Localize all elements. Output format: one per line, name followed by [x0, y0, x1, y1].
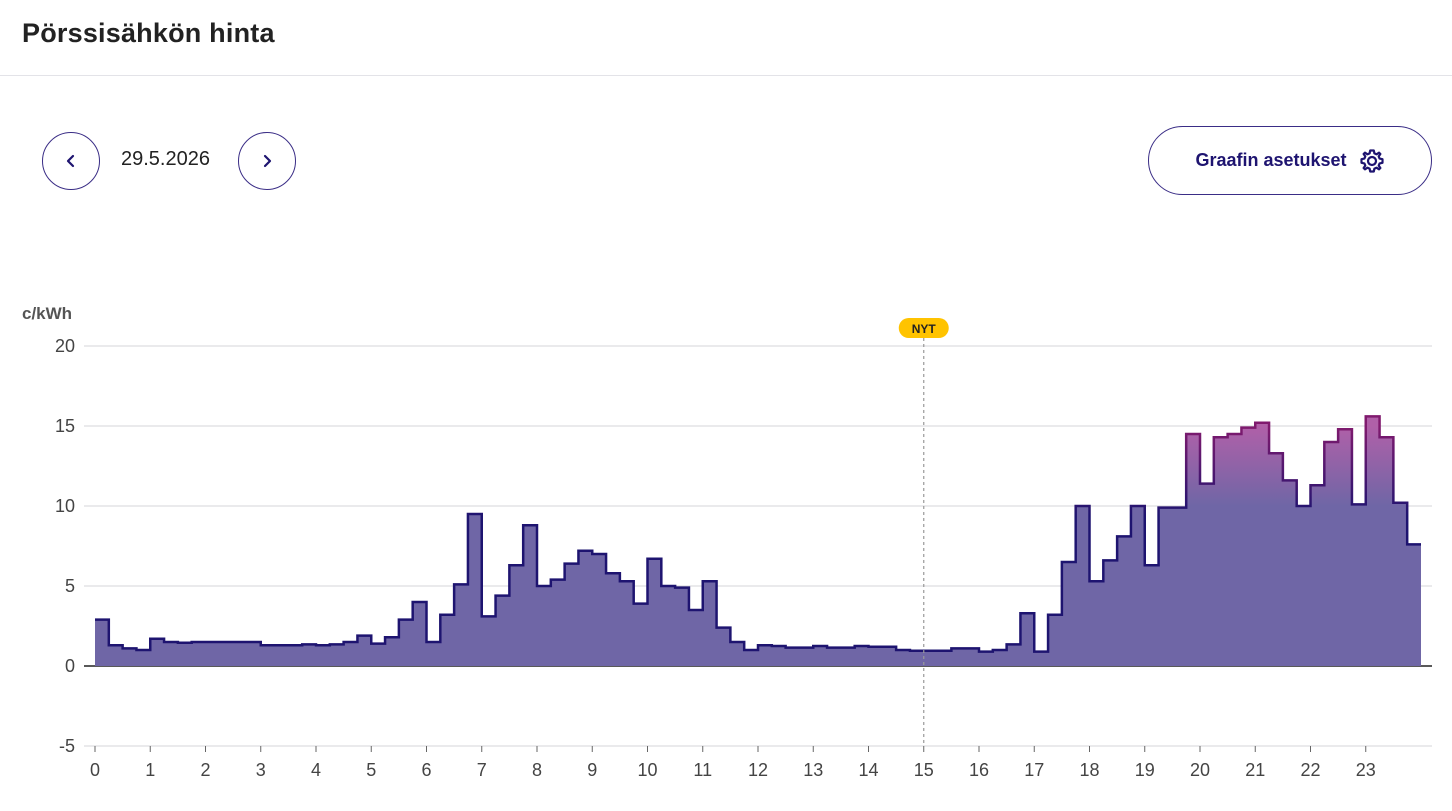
- selected-date: 29.5.2026: [121, 148, 210, 170]
- x-tick-label: 1: [145, 760, 155, 780]
- x-tick-label: 17: [1024, 760, 1044, 780]
- x-tick-label: 8: [532, 760, 542, 780]
- x-tick-label: 16: [969, 760, 989, 780]
- x-tick-label: 6: [421, 760, 431, 780]
- x-tick-label: 0: [90, 760, 100, 780]
- x-tick-label: 7: [477, 760, 487, 780]
- x-tick-label: 4: [311, 760, 321, 780]
- chevron-right-icon: [263, 154, 272, 168]
- x-tick-label: 15: [914, 760, 934, 780]
- chart-settings-label: Graafin asetukset: [1195, 150, 1347, 170]
- x-tick-label: 10: [637, 760, 657, 780]
- price-area: [95, 416, 1421, 666]
- y-tick-label: 15: [55, 416, 75, 436]
- now-badge: [898, 318, 949, 338]
- x-tick-label: 12: [748, 760, 768, 780]
- y-tick-label: 10: [55, 496, 75, 516]
- y-axis-unit-label: c/kWh: [22, 304, 73, 323]
- x-tick-label: 20: [1190, 760, 1210, 780]
- x-tick-label: 11: [693, 760, 712, 780]
- x-tick-label: 21: [1245, 760, 1265, 780]
- next-day-button[interactable]: [238, 132, 296, 190]
- x-tick-label: 23: [1356, 760, 1376, 780]
- y-tick-label: 0: [65, 656, 75, 676]
- x-tick-label: 5: [366, 760, 376, 780]
- y-tick-label: -5: [59, 736, 75, 756]
- gear-icon: [1359, 148, 1384, 173]
- x-tick-label: 18: [1079, 760, 1099, 780]
- previous-day-button[interactable]: [42, 132, 100, 190]
- x-tick-label: 14: [858, 760, 878, 780]
- x-tick-label: 3: [256, 760, 266, 780]
- x-tick-label: 19: [1135, 760, 1155, 780]
- chevron-left-icon: [66, 154, 75, 168]
- header: Pörssisähkön hinta: [0, 0, 1452, 76]
- x-tick-label: 2: [200, 760, 210, 780]
- x-tick-label: 22: [1300, 760, 1320, 780]
- price-line: [95, 415, 1421, 653]
- y-tick-label: 5: [65, 576, 75, 596]
- page-title: Pörssisähkön hinta: [22, 18, 275, 48]
- chart-settings-button[interactable]: Graafin asetukset: [1148, 126, 1432, 195]
- now-badge-label: NYT: [912, 322, 937, 336]
- x-tick-label: 13: [803, 760, 823, 780]
- y-tick-label: 20: [55, 336, 75, 356]
- x-tick-label: 9: [587, 760, 597, 780]
